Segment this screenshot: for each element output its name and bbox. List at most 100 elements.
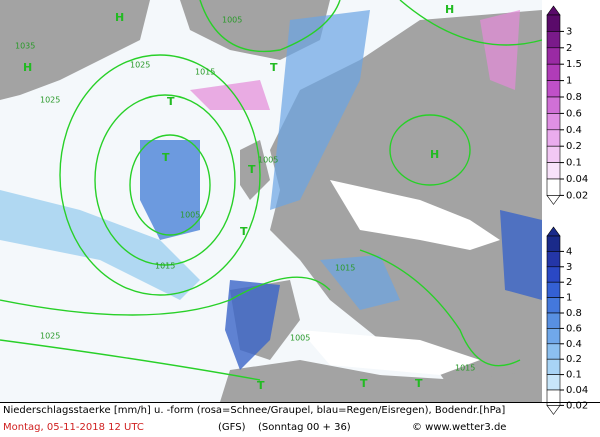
pressure-center: H [430,148,439,161]
isobar [399,0,543,46]
scale-label: 0.6 [566,108,582,119]
footer-description: Niederschlagsstaerke [mm/h] u. -form (ro… [3,405,505,416]
pressure-center: H [115,11,124,24]
isobar [94,94,236,266]
isobar-label: 1025 [130,61,150,70]
isobar [59,54,261,296]
scale-swatch [546,251,561,268]
scale-label: 0.02 [566,400,588,411]
pressure-center: T [162,151,170,164]
scale-label: 0.04 [566,385,588,396]
isobar [359,249,521,367]
pressure-center: T [248,163,256,176]
footer-run: (Sonntag 00 + 36) [258,422,351,433]
scale-arrow [546,195,561,205]
isobar [129,134,211,236]
map-labels: 1035 1025 1025 1015 1005 1005 1015 1025 1005 1015… [15,3,475,392]
rain-east [500,210,542,300]
isobar-label: 1005 [180,211,200,220]
isobar-label: 1015 [155,262,175,271]
rain-band [0,190,200,300]
scale-swatch [546,162,561,180]
isobar-label: 1005 [222,16,242,25]
isobar-label: 1025 [40,96,60,105]
scale-label: 0.4 [566,339,582,350]
scale-swatch [546,80,561,98]
isobar-label: 1015 [455,364,475,373]
scale-label: 3 [566,262,572,273]
scale-label: 1 [566,293,572,304]
snow-east [480,10,520,90]
scale-label: 2 [566,277,572,288]
scale-swatch [546,235,561,252]
scale-swatch [546,14,561,32]
isobar [0,276,331,316]
scale-swatch [546,343,561,360]
scale-label: 0.1 [566,158,582,169]
scale-swatch [546,328,561,345]
scale-label: 0.8 [566,92,582,103]
isobar-label: 1025 [40,332,60,341]
pressure-center: H [23,61,32,74]
mediterranean [300,330,480,375]
rain-core [140,140,200,240]
scale-label: 0.2 [566,354,582,365]
scale-swatch [546,129,561,147]
scale-swatch [546,178,561,196]
isobar-label: 1035 [15,42,35,51]
scale-swatch [546,281,561,298]
isobar [389,114,471,186]
isobar-label: 1015 [335,264,355,273]
scale-label: 0.2 [566,141,582,152]
scale-arrow [546,405,561,415]
pressure-center: H [445,3,454,16]
scale-swatch [546,96,561,114]
scale-swatch [546,266,561,283]
scale-swatch [546,113,561,131]
isobar [0,339,261,381]
isobar-label: 1015 [195,68,215,77]
scale-label: 0.4 [566,125,582,136]
footer-copyright: © www.wetter3.de [412,422,506,433]
scale-label: 0.8 [566,308,582,319]
africa [220,360,542,402]
scale-swatch [546,358,561,375]
scale-swatch [546,47,561,65]
inland-sea [330,180,500,250]
rain-norway [270,10,370,210]
pressure-center: T [257,379,265,392]
rain-italy [320,255,400,310]
snow-north [190,80,270,110]
scale-swatch [546,312,561,329]
greenland [0,0,150,100]
scale-swatch [546,389,561,406]
scale-label: 3 [566,26,572,37]
scale-swatch [546,63,561,81]
scale-swatch [546,145,561,163]
scale-swatch [546,31,561,49]
footer-model: (GFS) [218,422,246,433]
isobar-label: 1005 [258,156,278,165]
britain [240,140,270,200]
legend: 3 2 1.5 1 0.8 0.6 0.4 0.2 0.1 0.04 0.02 4 3 2 1 0.8 0.6 0… [546,5,588,415]
scale-swatch [546,374,561,391]
rain-iberia [225,280,280,370]
pressure-center: T [415,377,423,390]
scale-label: 0.04 [566,174,588,185]
scale-label: 0.6 [566,323,582,334]
scale-label: 0.1 [566,370,582,381]
scale-swatch [546,297,561,314]
scale-label: 2 [566,43,572,54]
pressure-center: T [240,225,248,238]
scale-label: 0.02 [566,190,588,201]
scale-label: 1 [566,76,572,87]
pressure-center: T [167,95,175,108]
footer-date: Montag, 05-11-2018 12 UTC [3,422,144,433]
scale-label: 4 [566,246,572,257]
map: 1035 1025 1025 1015 1005 1005 1015 1025 1005 1015… [0,0,543,402]
pressure-center: T [360,377,368,390]
scale-label: 1.5 [566,59,582,70]
pressure-center: T [270,61,278,74]
isobar-label: 1005 [290,334,310,343]
